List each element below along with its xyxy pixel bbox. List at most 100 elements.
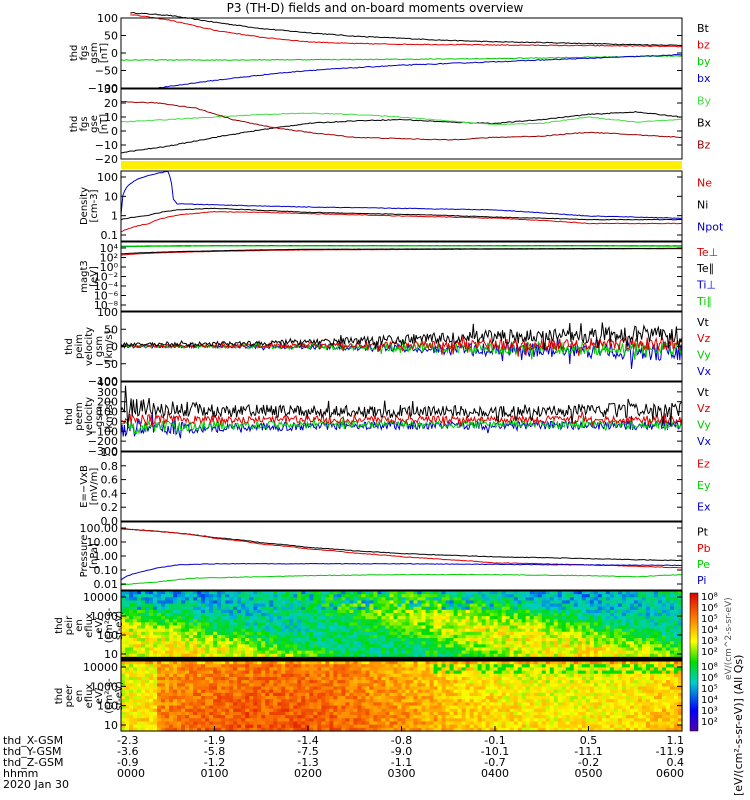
svg-text:peim: peim — [74, 334, 85, 359]
svg-text:Pressure: Pressure — [79, 535, 90, 578]
x-tick-label: -0.8 — [391, 734, 412, 747]
x-row-label: thd_Y-GSM — [3, 745, 62, 758]
series-Pt — [121, 528, 682, 562]
svg-text:[nT]: [nT] — [99, 114, 110, 134]
y-axis-label: thd peem velocity gsm [km/s] — [64, 397, 115, 436]
y-tick-label: 100 — [97, 306, 118, 319]
legend-Ey: Ey — [697, 479, 711, 492]
legend-Vt: Vt — [697, 386, 710, 399]
y-axis-label: Density [cm-3] — [79, 187, 100, 225]
x-row-label: thd_X-GSM — [3, 734, 63, 747]
y-tick-label: 0 — [111, 47, 118, 60]
y-tick-label: −100 — [88, 425, 118, 438]
x-tick-label: -1.9 — [204, 734, 225, 747]
colorbar-tick: 10⁸ — [701, 662, 718, 673]
y-tick-label: 10.00 — [87, 536, 119, 549]
y-tick-label: 0 — [111, 125, 118, 138]
panel-frame — [120, 381, 683, 452]
svg-text:[mV/m]: [mV/m] — [89, 468, 100, 506]
colorbar-tick: 10⁸ — [701, 592, 718, 603]
y-axis-label: magt3 [eV] — [79, 260, 100, 293]
y-axis-label: thd fgs gsm [nT] — [69, 42, 110, 63]
plot-title: P3 (TH-D) fields and on-board moments ov… — [226, 1, 524, 15]
colorbar-tick: 10⁵ — [701, 684, 718, 695]
panel-frame — [120, 590, 683, 661]
x-tick-label: -2.3 — [117, 734, 138, 747]
svg-text:fgs: fgs — [79, 116, 90, 131]
y-tick-label: −300 — [88, 445, 118, 458]
colorbar-gradient — [689, 592, 699, 732]
y-tick-label: 10⁻⁴ — [94, 280, 119, 293]
legend-Vx: Vx — [697, 365, 712, 378]
y-tick-label: 0.4 — [101, 487, 119, 500]
svg-text:velocity: velocity — [84, 397, 95, 436]
y-tick-label: 1000 — [90, 610, 118, 623]
x-tick-label: 0200 — [294, 767, 322, 780]
svg-text:gsm: gsm — [94, 406, 105, 427]
series-By — [121, 112, 682, 126]
y-tick-label: 0.10 — [94, 564, 119, 577]
y-tick-label: 0.8 — [101, 460, 119, 473]
colorbar-tick: 10⁶ — [701, 673, 718, 684]
x-tick-label: 0300 — [388, 767, 416, 780]
panel-peir_eflux: 10000 1000 100 10 thd peir en eflux eV/(cm²-s-sr… — [54, 590, 683, 661]
time-axis: thd_X-GSM -2.3 -1.9 -1.4 -0.8 -0.1 0.5 1.1 thd_Y… — [3, 726, 684, 791]
svg-text:velocity: velocity — [84, 327, 95, 366]
y-axis-label: thd peim velocity gsm [km/s] — [64, 327, 115, 366]
x-tick-label: 0400 — [481, 767, 509, 780]
svg-text:eV/: eV/ — [94, 617, 105, 634]
svg-text:thd: thd — [69, 116, 80, 133]
panel-fgs_gsm: 100 50 0 −50 −100 thd fgs gsm [nT] Bt bz by bx — [69, 12, 711, 95]
y-tick-label: −20 — [95, 153, 118, 166]
y-tick-label: 50 — [104, 323, 118, 336]
series-Pe — [121, 573, 682, 586]
legend-Bz: Bz — [697, 138, 711, 151]
y-tick-label: −50 — [95, 358, 118, 371]
y-tick-label: 100 — [97, 629, 118, 642]
colorbar-overlay-label: eV/(cm^2-s-sr-eV) — [724, 597, 734, 680]
y-tick-label: 0.1 — [101, 229, 119, 242]
svg-text:en: en — [74, 619, 85, 632]
legend-Ti⊥: Ti⊥ — [696, 279, 716, 292]
panel-peer_eflux: 10000 1000 100 10 thd peer en eflux eV/(cm²-s-sr… — [54, 660, 683, 732]
y-tick-label: 10 — [104, 648, 118, 661]
series-Vt — [121, 322, 682, 350]
legend-Vx: Vx — [697, 435, 712, 448]
legend-Bx: Bx — [697, 117, 712, 130]
x-tick-label: -5.8 — [204, 745, 225, 758]
svg-text:E=−VxB: E=−VxB — [79, 465, 90, 508]
date-label: 2020 Jan 30 — [3, 778, 69, 791]
x-tick-label: -0.2 — [578, 756, 599, 769]
y-tick-label: 200 — [97, 396, 118, 409]
x-tick-label: -11.9 — [656, 745, 684, 758]
x-row-label: thd_Z-GSM — [3, 756, 63, 769]
svg-text:fgs: fgs — [79, 45, 90, 60]
colorbar-tick: 10² — [701, 717, 718, 728]
panel-frame — [120, 451, 683, 522]
x-tick-label: -11.1 — [574, 745, 602, 758]
svg-text:(cm²-s-: (cm²-s- — [104, 607, 115, 643]
svg-text:gsm: gsm — [89, 42, 100, 63]
y-tick-label: −10 — [95, 139, 118, 152]
legend-Pi: Pi — [697, 574, 706, 587]
series-Pi — [121, 562, 682, 581]
y-tick-label: −200 — [88, 435, 118, 448]
legend-Ni: Ni — [697, 199, 708, 212]
y-tick-label: 0.6 — [101, 474, 119, 487]
legend-bz: bz — [697, 39, 710, 52]
colorbar-tick: 10² — [701, 647, 718, 658]
y-axis-label: thd peir en eflux eV/(cm²-s-sr-eV) — [54, 607, 125, 643]
y-axis-label: E=−VxB [mV/m] — [79, 465, 100, 508]
x-tick-label: -1.2 — [204, 756, 225, 769]
y-tick-label: 0 — [111, 341, 118, 354]
svg-text:peem: peem — [74, 402, 85, 430]
legend-Te⊥: Te⊥ — [696, 246, 718, 259]
svg-text:[km/s]: [km/s] — [104, 400, 115, 432]
legend-Pe: Pe — [697, 558, 710, 571]
legend-Pt: Pt — [697, 526, 709, 539]
svg-text:thd: thd — [64, 408, 75, 425]
y-tick-label: −100 — [88, 82, 118, 95]
y-tick-label: 10000 — [83, 661, 118, 674]
